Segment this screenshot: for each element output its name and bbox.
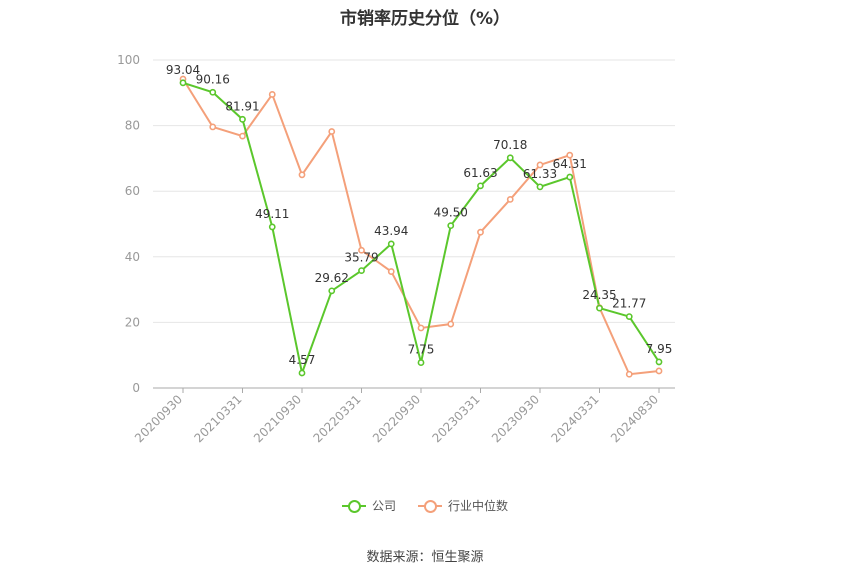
x-tick-label: 20210930 — [251, 392, 304, 445]
grid-lines — [153, 59, 675, 323]
chart-title: 市销率历史分位（%） — [339, 9, 511, 29]
data-point-company[interactable] — [655, 358, 663, 366]
data-label: 90.16 — [196, 72, 230, 86]
data-point-industry-median[interactable] — [477, 228, 484, 236]
legend-label-company: 公司 — [371, 499, 396, 513]
data-point-company[interactable] — [328, 287, 336, 295]
data-point-industry-median[interactable] — [566, 151, 574, 159]
legend-label-industry-median: 行业中位数 — [448, 499, 509, 513]
data-point-company[interactable] — [298, 369, 306, 377]
legend-item-industry-median[interactable]: 行业中位数 — [418, 497, 508, 514]
legend-swatch-industry-median — [418, 499, 442, 513]
series-points — [179, 75, 663, 378]
data-label: 4.57 — [289, 353, 316, 367]
data-label: 49.11 — [255, 207, 289, 221]
x-tick-label: 20240331 — [549, 392, 602, 445]
data-point-company[interactable] — [268, 223, 276, 231]
data-label: 61.63 — [463, 166, 497, 180]
x-tick-label: 20230331 — [430, 392, 483, 445]
legend-item-company[interactable]: 公司 — [341, 497, 396, 514]
data-point-company[interactable] — [625, 313, 633, 320]
data-point-company[interactable] — [506, 154, 514, 162]
legend-swatch-company — [341, 499, 366, 513]
data-label: 81.91 — [225, 99, 259, 113]
x-tick-label: 20220331 — [311, 392, 364, 445]
data-point-industry-median[interactable] — [298, 171, 306, 179]
data-point-industry-median[interactable] — [417, 324, 425, 332]
data-label: 43.94 — [374, 224, 408, 238]
y-tick-label: 0 — [132, 381, 140, 395]
y-tick-label: 80 — [125, 119, 140, 133]
y-tick-label: 20 — [125, 315, 140, 329]
data-point-industry-median[interactable] — [506, 195, 514, 203]
data-label: 29.62 — [315, 271, 349, 285]
data-label: 70.18 — [493, 138, 527, 152]
data-label: 93.04 — [166, 63, 200, 77]
x-tick-label: 20210331 — [192, 392, 245, 445]
data-point-industry-median[interactable] — [268, 91, 276, 98]
data-point-company[interactable] — [447, 222, 455, 230]
data-point-company[interactable] — [358, 267, 365, 275]
x-tick-label: 20220930 — [370, 392, 423, 445]
x-tick-label: 20230930 — [489, 392, 542, 445]
data-point-industry-median[interactable] — [328, 128, 336, 135]
data-point-industry-median[interactable] — [239, 132, 246, 140]
x-tick-label: 20240830 — [608, 392, 661, 445]
data-point-company[interactable] — [536, 183, 544, 191]
data-point-company[interactable] — [477, 182, 484, 190]
data-point-company[interactable] — [209, 88, 217, 96]
data-source: 数据来源：恒生聚源 — [366, 550, 484, 565]
data-label: 21.77 — [612, 297, 646, 311]
y-tick-label: 40 — [125, 250, 140, 264]
data-label: 7.95 — [646, 342, 673, 356]
data-label: 49.50 — [434, 206, 468, 220]
data-label: 35.79 — [344, 251, 378, 265]
data-point-industry-median[interactable] — [387, 268, 395, 275]
data-point-industry-median[interactable] — [655, 367, 663, 375]
data-point-industry-median[interactable] — [209, 123, 217, 131]
data-point-company[interactable] — [239, 115, 246, 123]
data-label: 24.35 — [582, 288, 616, 302]
data-point-industry-median[interactable] — [358, 246, 365, 254]
data-label: 7.75 — [408, 343, 435, 357]
data-point-company[interactable] — [387, 240, 395, 248]
data-point-company[interactable] — [179, 79, 187, 87]
y-tick-label: 100 — [117, 53, 140, 67]
data-label: 64.31 — [553, 157, 587, 171]
data-point-company[interactable] — [417, 359, 425, 366]
data-point-industry-median[interactable] — [625, 370, 633, 378]
data-label: 61.33 — [523, 167, 557, 181]
legend: 公司 行业中位数 — [0, 497, 850, 514]
y-tick-label: 60 — [125, 184, 140, 198]
data-point-industry-median[interactable] — [447, 320, 455, 328]
data-point-company[interactable] — [596, 304, 603, 312]
data-point-company[interactable] — [566, 173, 574, 181]
x-tick-label: 20200930 — [132, 392, 185, 445]
data-point-industry-median[interactable] — [536, 161, 544, 169]
